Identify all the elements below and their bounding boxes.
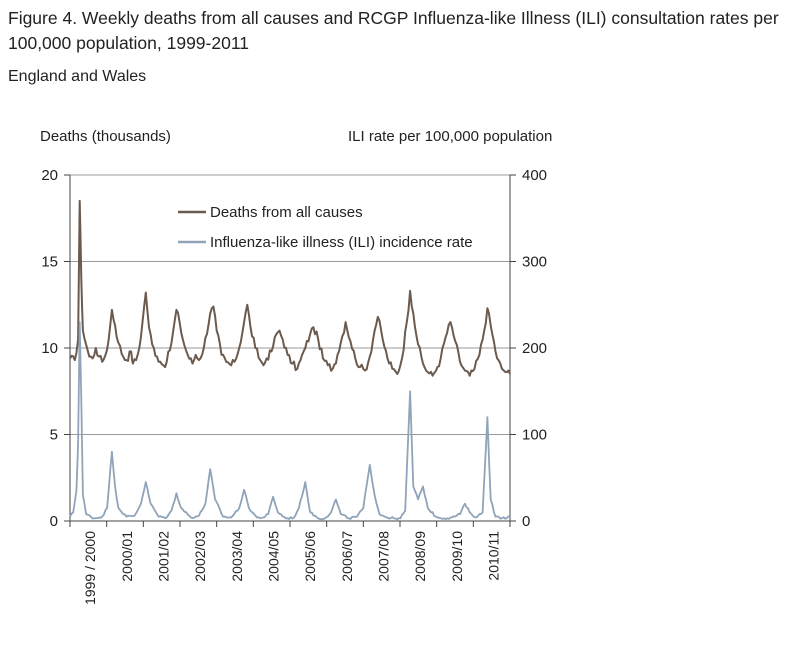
- ili-series-line: [69, 321, 511, 521]
- series-lines: [69, 199, 511, 521]
- x-tick-label: 2009/10: [449, 531, 465, 582]
- right-tick-label: 200: [522, 340, 547, 357]
- x-tick-label: 1999 / 2000: [82, 531, 98, 605]
- x-tick-label: 2006/07: [339, 531, 355, 582]
- right-tick-label: 0: [522, 513, 530, 530]
- legend: Deaths from all causes Influenza-like ill…: [178, 204, 473, 251]
- left-tick-label: 0: [50, 513, 58, 530]
- x-tick-label: 2008/09: [412, 531, 428, 582]
- right-tick-label: 100: [522, 427, 547, 444]
- left-axis-title: Deaths (thousands): [40, 128, 171, 145]
- x-tick-label: 2001/02: [156, 531, 172, 582]
- right-tick-label: 300: [522, 254, 547, 271]
- x-tick-label: 2010/11: [486, 531, 502, 581]
- x-tick-label: 2005/06: [302, 531, 318, 582]
- legend-label: Influenza-like illness (ILI) incidence r…: [210, 234, 473, 251]
- x-tick-label: 2002/03: [192, 531, 208, 582]
- right-axis-title: ILI rate per 100,000 population: [348, 128, 553, 145]
- chart-title: Figure 4. Weekly deaths from all causes …: [8, 8, 779, 53]
- right-tick-label: 400: [522, 167, 547, 184]
- left-tick-label: 20: [41, 167, 58, 184]
- left-tick-label: 10: [41, 340, 58, 357]
- chart-subtitle: England and Wales: [8, 68, 147, 85]
- x-tick-label: 2000/01: [119, 531, 135, 582]
- x-tick-label: 2004/05: [266, 531, 282, 582]
- gridlines: [70, 174, 510, 435]
- left-tick-label: 15: [41, 254, 58, 271]
- deaths-series-line: [69, 199, 511, 377]
- left-tick-label: 5: [50, 427, 58, 444]
- x-tick-label: 2003/04: [229, 531, 245, 582]
- x-tick-label: 2007/08: [376, 531, 392, 582]
- legend-label: Deaths from all causes: [210, 204, 363, 221]
